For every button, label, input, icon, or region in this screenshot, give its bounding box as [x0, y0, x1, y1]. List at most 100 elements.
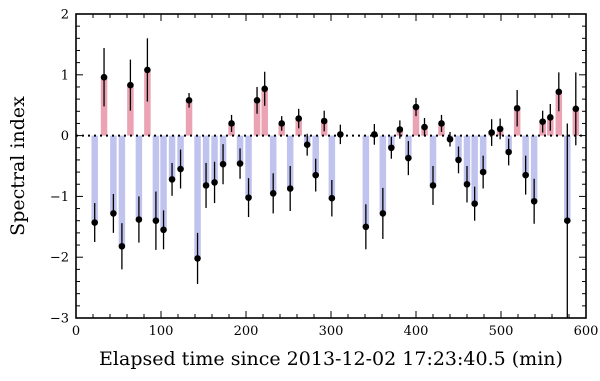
y-axis-label: Spectral index	[7, 96, 29, 236]
y-tick-labels: −3 −2 −1 0 1 2	[50, 8, 69, 327]
x-tick-label-3: 300	[319, 324, 344, 339]
data-point-14	[211, 179, 218, 186]
data-point-3	[118, 242, 126, 250]
data-point-35	[405, 154, 412, 162]
data-point-39	[438, 120, 445, 127]
bar-18	[245, 135, 252, 198]
data-point-38	[429, 182, 437, 189]
bar-8	[160, 135, 167, 230]
data-point-54	[564, 217, 571, 225]
data-point-49	[522, 171, 529, 179]
axis-ticks	[75, 13, 587, 319]
data-point-6	[144, 66, 151, 74]
bar-20	[261, 88, 268, 136]
bar-49	[522, 135, 529, 176]
y-tick-label-2: −1	[50, 190, 69, 205]
data-point-33	[388, 144, 395, 152]
data-point-50	[530, 197, 538, 205]
x-tick-labels: 0 100 200 300 400 500 600	[72, 324, 599, 339]
data-point-18	[245, 194, 252, 201]
bar-14	[211, 135, 218, 183]
bar-7	[152, 135, 160, 221]
error-bar-series	[94, 38, 577, 318]
data-point-20	[261, 85, 269, 93]
data-point-37	[421, 123, 428, 131]
data-point-36	[412, 103, 420, 111]
data-point-2	[110, 210, 117, 217]
data-point-8	[160, 226, 167, 234]
data-point-13	[202, 182, 210, 189]
bar-5	[135, 135, 143, 220]
data-point-55	[572, 105, 580, 113]
data-point-0	[91, 219, 98, 226]
data-point-45	[488, 129, 495, 136]
bar-13	[202, 135, 210, 186]
data-point-41	[455, 156, 462, 164]
x-tick-label-0: 0	[72, 324, 80, 339]
data-point-29	[337, 131, 344, 138]
x-axis-label: Elapsed time since 2013-12-02 17:23:40.5…	[99, 348, 563, 370]
data-point-1	[100, 73, 108, 81]
data-point-25	[303, 141, 311, 149]
bar-50	[530, 135, 538, 202]
bar-36	[412, 107, 420, 136]
data-point-30	[362, 223, 370, 231]
data-point-26	[312, 171, 320, 179]
data-point-47	[505, 148, 512, 156]
data-point-16	[228, 120, 235, 127]
data-point-24	[295, 115, 303, 122]
bar-6	[144, 69, 151, 136]
marker-series	[91, 66, 580, 262]
data-point-28	[328, 194, 336, 202]
data-point-31	[371, 131, 378, 138]
bar-11	[185, 100, 193, 136]
data-point-42	[463, 180, 471, 188]
bar-3	[118, 135, 126, 247]
bar-44	[479, 135, 487, 173]
data-point-52	[547, 114, 554, 121]
data-point-44	[479, 168, 487, 176]
bar-42	[463, 135, 471, 185]
bar-32	[379, 135, 387, 214]
data-point-46	[496, 125, 504, 133]
bar-21	[269, 135, 277, 194]
data-point-10	[177, 165, 184, 173]
data-point-53	[555, 88, 563, 96]
data-point-9	[168, 176, 176, 183]
data-point-23	[286, 185, 294, 192]
y-tick-label-0: −3	[50, 312, 69, 327]
bar-43	[471, 135, 478, 204]
data-point-51	[539, 118, 546, 125]
data-point-5	[135, 216, 143, 223]
x-tick-label-5: 500	[489, 324, 514, 339]
bar-23	[286, 135, 294, 189]
bar-19	[253, 100, 261, 136]
bar-12	[194, 135, 201, 259]
data-point-11	[185, 97, 193, 104]
data-point-43	[471, 200, 478, 207]
data-point-48	[513, 104, 521, 112]
bar-30	[362, 135, 370, 227]
data-point-7	[152, 217, 160, 225]
bar-53	[555, 91, 563, 136]
data-point-27	[320, 117, 328, 125]
data-point-34	[396, 126, 404, 133]
x-tick-label-4: 400	[404, 324, 429, 339]
x-tick-label-6: 600	[574, 324, 599, 339]
data-point-4	[127, 81, 134, 89]
y-tick-label-3: 0	[61, 129, 69, 144]
y-tick-label-5: 2	[61, 8, 69, 23]
data-point-15	[219, 160, 227, 168]
data-point-19	[253, 97, 261, 104]
x-tick-label-2: 200	[234, 324, 259, 339]
bar-9	[168, 135, 176, 180]
data-point-32	[379, 210, 387, 217]
bar-26	[312, 135, 319, 176]
data-point-40	[446, 135, 454, 143]
data-point-22	[278, 120, 286, 127]
x-tick-label-1: 100	[149, 324, 174, 339]
bar-2	[110, 135, 117, 214]
y-tick-label-4: 1	[61, 68, 69, 83]
data-point-17	[236, 160, 244, 167]
